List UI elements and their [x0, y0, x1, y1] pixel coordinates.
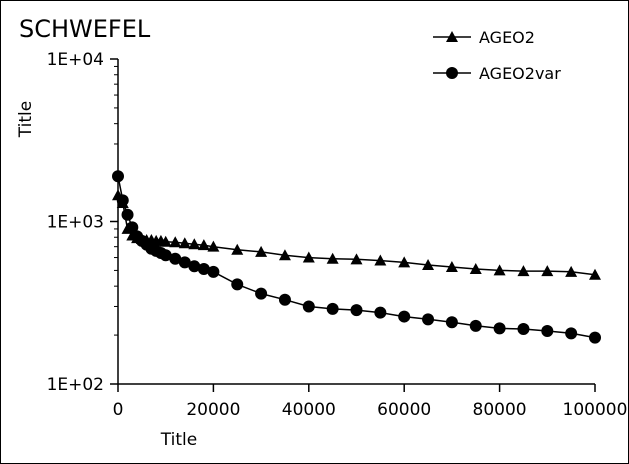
- data-point-ageo2: [422, 258, 435, 270]
- data-point-ageo2: [445, 260, 458, 272]
- data-point-ageo2var: [493, 322, 506, 335]
- legend-item-ageo2var: AGEO2var: [433, 64, 561, 83]
- data-point-ageo2: [469, 263, 482, 275]
- data-point-ageo2var: [445, 316, 458, 329]
- data-point-ageo2var: [116, 194, 129, 207]
- data-point-ageo2var: [326, 302, 339, 315]
- data-point-ageo2: [541, 265, 554, 277]
- data-point-ageo2: [565, 265, 578, 277]
- y-tick-label: 1E+03: [47, 213, 104, 233]
- chart-title: SCHWEFEL: [19, 15, 151, 43]
- legend-item-ageo2: AGEO2: [433, 28, 535, 47]
- data-point-ageo2: [188, 238, 201, 250]
- data-point-ageo2: [326, 252, 339, 264]
- data-point-ageo2var: [302, 300, 315, 313]
- data-point-ageo2: [398, 256, 411, 268]
- data-point-ageo2var: [188, 260, 201, 273]
- y-tick-label: 1E+04: [47, 50, 104, 70]
- data-point-ageo2var: [278, 293, 291, 306]
- x-tick-label: 0: [113, 400, 124, 420]
- data-point-ageo2var: [197, 263, 210, 276]
- legend-label-ageo2: AGEO2: [479, 28, 535, 47]
- x-tick-label: 60000: [377, 400, 431, 420]
- data-point-ageo2: [169, 236, 182, 248]
- data-point-ageo2: [589, 268, 601, 280]
- data-point-ageo2: [278, 249, 291, 261]
- data-point-ageo2var: [350, 304, 363, 317]
- tick-layer: 0 20000 40000 60000 80000 100000 1E+02 1E+03 1E+…: [47, 50, 628, 420]
- y-tick-label: 1E+02: [47, 375, 104, 395]
- legend: AGEO2 AGEO2var: [433, 28, 561, 83]
- legend-marker-circle: [446, 67, 458, 79]
- legend-label-ageo2var: AGEO2var: [479, 64, 561, 83]
- data-point-ageo2: [207, 240, 220, 252]
- data-point-ageo2: [178, 237, 191, 249]
- data-point-ageo2var: [121, 208, 134, 221]
- data-point-ageo2var: [178, 256, 191, 269]
- data-point-ageo2var: [126, 221, 139, 234]
- data-point-ageo2: [493, 264, 506, 276]
- data-point-ageo2: [255, 245, 268, 257]
- data-point-ageo2: [231, 243, 244, 255]
- data-point-ageo2var: [255, 287, 268, 300]
- data-point-ageo2var: [207, 265, 220, 278]
- x-tick-label: 100000: [563, 400, 628, 420]
- data-point-ageo2: [350, 253, 363, 265]
- x-tick-label: 20000: [186, 400, 240, 420]
- data-point-ageo2var: [169, 252, 182, 265]
- data-point-ageo2var: [159, 249, 172, 262]
- data-point-ageo2: [374, 254, 387, 266]
- data-point-ageo2var: [517, 323, 530, 336]
- data-point-ageo2: [302, 251, 315, 263]
- data-point-ageo2var: [398, 310, 411, 323]
- legend-marker-triangle: [446, 31, 458, 42]
- data-point-ageo2: [159, 235, 172, 247]
- data-point-ageo2: [197, 239, 210, 251]
- data-point-ageo2: [517, 265, 530, 277]
- data-point-ageo2var: [112, 170, 124, 183]
- data-point-ageo2var: [565, 327, 578, 340]
- data-point-ageo2var: [231, 278, 244, 291]
- data-point-ageo2var: [541, 324, 554, 337]
- data-point-ageo2var: [422, 313, 435, 326]
- data-point-ageo2var: [589, 331, 601, 344]
- data-point-ageo2var: [469, 319, 482, 332]
- y-axis-label: Title: [16, 101, 36, 138]
- series-layer: [112, 170, 601, 344]
- x-tick-label: 40000: [282, 400, 336, 420]
- x-tick-label: 80000: [473, 400, 527, 420]
- x-axis-label: Title: [160, 430, 197, 450]
- data-point-ageo2var: [374, 306, 387, 319]
